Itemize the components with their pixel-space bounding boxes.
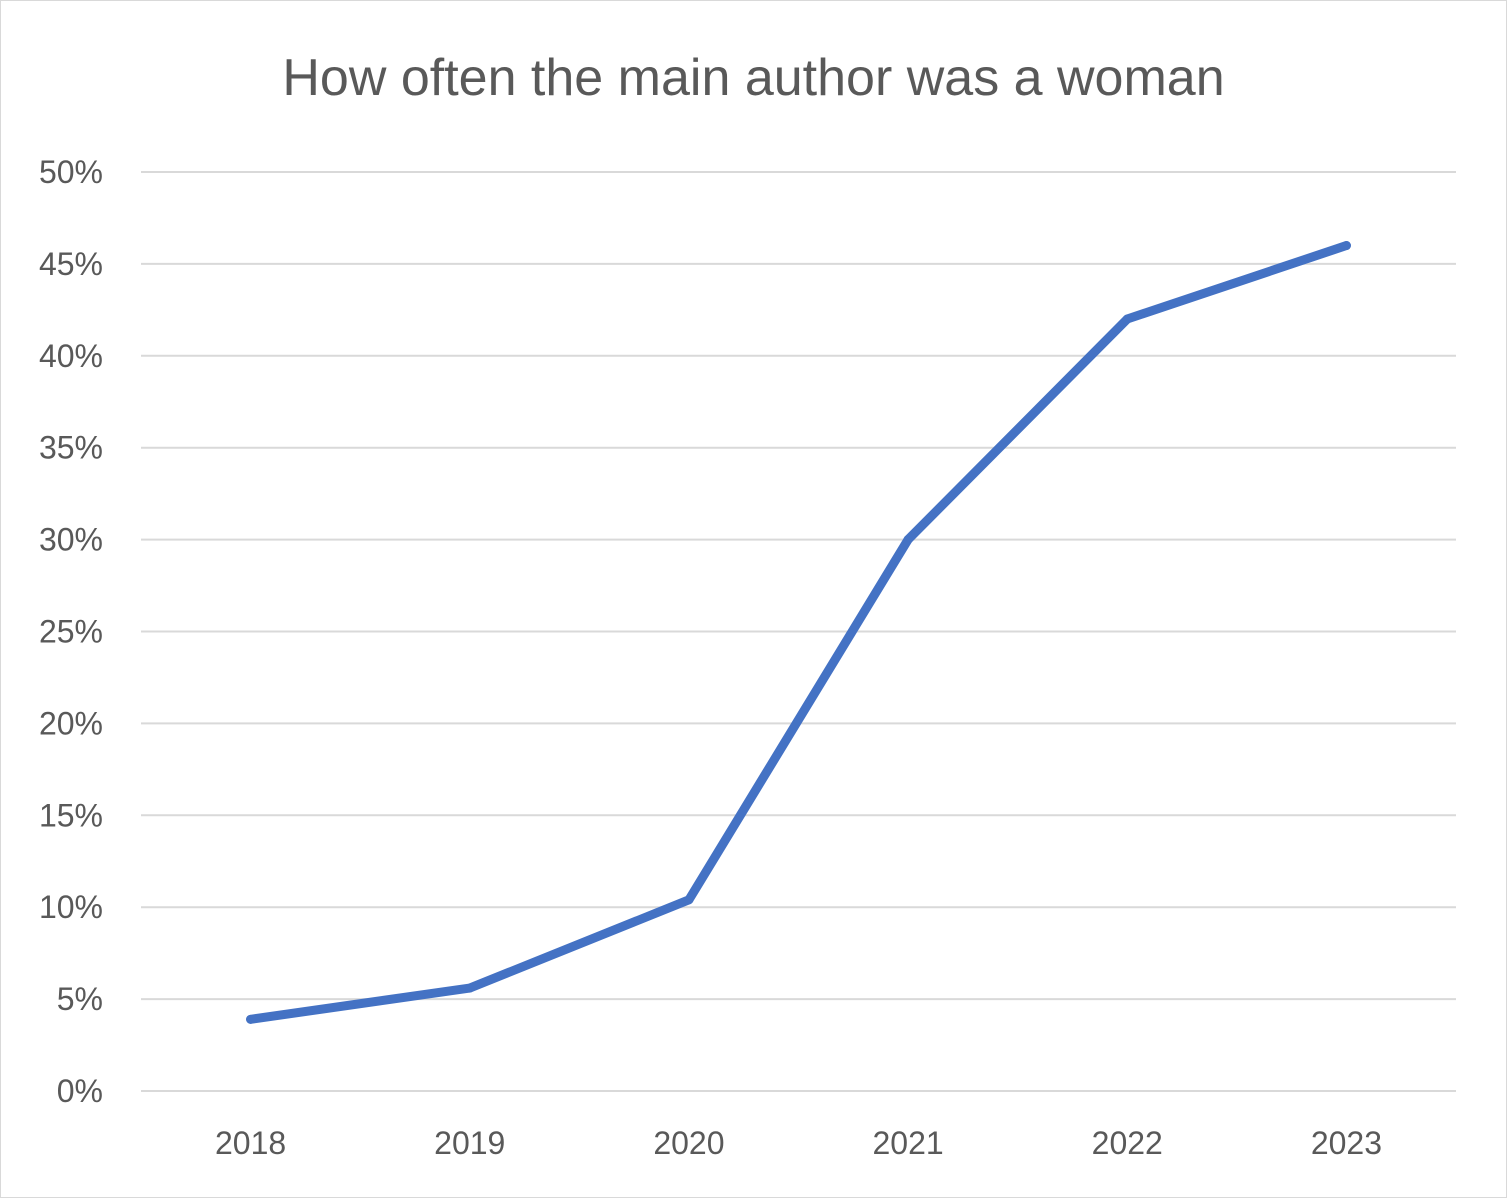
y-tick-label: 20%	[39, 705, 103, 741]
y-tick-label: 25%	[39, 614, 103, 650]
y-tick-label: 45%	[39, 246, 103, 282]
x-axis-tick-labels: 2018 2019 2020 2021 2022 2023	[215, 1125, 1382, 1161]
data-point	[465, 983, 475, 993]
y-tick-label: 40%	[39, 338, 103, 374]
x-tick-label: 2021	[872, 1125, 943, 1161]
y-tick-label: 50%	[39, 154, 103, 190]
y-tick-label: 30%	[39, 522, 103, 558]
chart-title: How often the main author was a woman	[282, 49, 1225, 107]
x-tick-label: 2022	[1092, 1125, 1163, 1161]
y-tick-label: 35%	[39, 430, 103, 466]
series-line	[246, 241, 1351, 1024]
data-point	[903, 535, 913, 545]
data-point	[1341, 241, 1351, 251]
y-tick-label: 5%	[57, 981, 103, 1017]
y-tick-label: 0%	[57, 1073, 103, 1109]
data-point	[1122, 314, 1132, 324]
x-tick-label: 2019	[434, 1125, 505, 1161]
y-tick-label: 10%	[39, 889, 103, 925]
x-tick-label: 2020	[653, 1125, 724, 1161]
data-point	[684, 895, 694, 905]
gridlines	[141, 171, 1456, 1092]
x-tick-label: 2018	[215, 1125, 286, 1161]
series-layer	[246, 241, 1351, 1024]
y-tick-label: 15%	[39, 797, 103, 833]
x-tick-label: 2023	[1311, 1125, 1382, 1161]
data-point	[246, 1014, 256, 1024]
y-axis-tick-labels: 0% 5% 10% 15% 20% 25% 30% 35% 40% 45% 50%	[39, 154, 103, 1109]
